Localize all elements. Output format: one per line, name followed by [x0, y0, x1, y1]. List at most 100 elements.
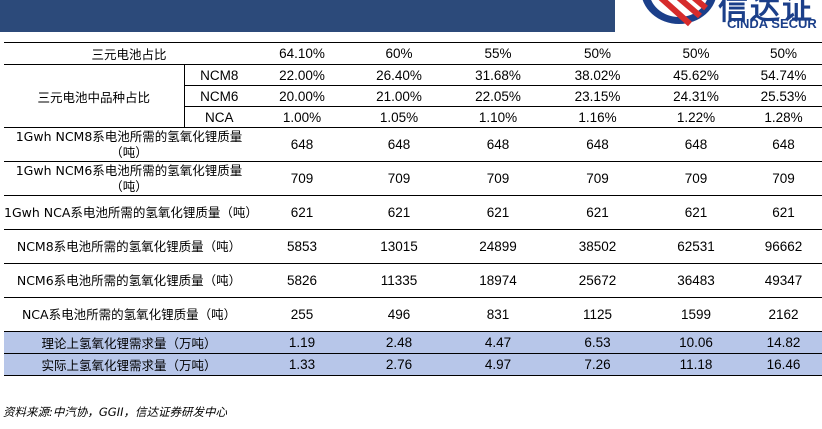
table-cell: 6.53 — [548, 331, 648, 354]
table-cell: 14.82 — [745, 331, 822, 354]
table-row: NCM8系电池所需的氢氧化锂质量（吨） 5853 13015 24899 38502 62… — [4, 229, 822, 264]
table-cell: 26.40% — [350, 64, 449, 86]
row-label: 1Gwh NCM8系电池所需的氢氧化锂质量（吨） — [4, 127, 255, 162]
table-cell: 7.26 — [548, 353, 648, 376]
table-cell: 621 — [745, 195, 822, 230]
table-cell: 496 — [350, 297, 449, 332]
table-cell: 1.00% — [254, 106, 351, 128]
table-cell: 648 — [548, 127, 648, 162]
table-cell: 25672 — [548, 263, 648, 298]
table-cell: 2.48 — [350, 331, 449, 354]
table-cell: 1.33 — [254, 353, 351, 376]
table-cell: 55% — [448, 42, 549, 65]
table-row: 1Gwh NCM6系电池所需的氢氧化锂质量（吨） 709 709 709 709 709 7… — [4, 161, 822, 196]
row-label: 1Gwh NCA系电池所需的氢氧化锂质量（吨） — [4, 195, 255, 230]
table-cell: 5853 — [254, 229, 351, 264]
table-cell: 1.16% — [548, 106, 648, 128]
table-cell: 831 — [448, 297, 549, 332]
row-label: 实际上氢氧化锂需求量（万吨） — [4, 353, 255, 376]
table-cell: 621 — [647, 195, 746, 230]
table-cell: 1.10% — [448, 106, 549, 128]
table-cell: 60% — [350, 42, 449, 65]
table-cell: 648 — [254, 127, 351, 162]
table-cell: 1.22% — [647, 106, 746, 128]
row-sublabel: NCA — [183, 106, 255, 128]
table-cell: 62531 — [647, 229, 746, 264]
row-group-label: 三元电池中品种占比 — [4, 64, 184, 128]
table-row: 1Gwh NCA系电池所需的氢氧化锂质量（吨） 621 621 621 621 621 62… — [4, 195, 822, 230]
table-cell: 648 — [350, 127, 449, 162]
logo-wordmark: 信达证 — [718, 0, 814, 27]
table-cell: 648 — [745, 127, 822, 162]
table-cell: 11335 — [350, 263, 449, 298]
row-sublabel: NCM8 — [183, 64, 255, 86]
table-cell: 648 — [647, 127, 746, 162]
table-cell: 16.46 — [745, 353, 822, 376]
table-cell: 24.31% — [647, 85, 746, 107]
table-cell: 621 — [350, 195, 449, 230]
table-cell: 13015 — [350, 229, 449, 264]
table-cell: 709 — [745, 161, 822, 196]
table-cell: 709 — [647, 161, 746, 196]
table-cell: 49347 — [745, 263, 822, 298]
logo-subtitle: CINDA SECUR — [727, 16, 817, 31]
table-cell: 709 — [350, 161, 449, 196]
table-row: 三元电池占比 64.10% 60% 55% 50% 50% 50% — [4, 42, 822, 65]
table-cell: 2.76 — [350, 353, 449, 376]
table-cell: 21.00% — [350, 85, 449, 107]
table-row: 1Gwh NCM8系电池所需的氢氧化锂质量（吨） 648 648 648 648 648 6… — [4, 127, 822, 162]
table-cell: 22.05% — [448, 85, 549, 107]
row-label: 理论上氢氧化锂需求量（万吨） — [4, 331, 255, 354]
table-cell: 709 — [254, 161, 351, 196]
table-cell: 64.10% — [254, 42, 351, 65]
table-cell: 11.18 — [647, 353, 746, 376]
table-row-highlight: 理论上氢氧化锂需求量（万吨） 1.19 2.48 4.47 6.53 10.06 14.82 — [4, 331, 822, 354]
table-cell: 621 — [548, 195, 648, 230]
table-cell: 96662 — [745, 229, 822, 264]
table-cell: 10.06 — [647, 331, 746, 354]
table-cell: 621 — [448, 195, 549, 230]
table-cell: 20.00% — [254, 85, 351, 107]
table-cell: 54.74% — [745, 64, 822, 86]
table-cell: 709 — [448, 161, 549, 196]
table-row: NCA系电池所需的氢氧化锂质量（吨） 255 496 831 1125 1599 2162 — [4, 297, 822, 332]
table-cell: 709 — [548, 161, 648, 196]
table-cell: 25.53% — [745, 85, 822, 107]
table-cell: 648 — [448, 127, 549, 162]
table-cell: 38.02% — [548, 64, 648, 86]
table-cell: 22.00% — [254, 64, 351, 86]
lithium-hydroxide-demand-table: 三元电池占比 64.10% 60% 55% 50% 50% 50% 三元电池中品种占比 NCM8… — [4, 42, 822, 376]
table-cell: 50% — [548, 42, 648, 65]
table-cell: 1.05% — [350, 106, 449, 128]
table-cell: 2162 — [745, 297, 822, 332]
table-cell: 45.62% — [647, 64, 746, 86]
table-cell: 50% — [647, 42, 746, 65]
table-cell: 18974 — [448, 263, 549, 298]
row-sublabel: NCM6 — [183, 85, 255, 107]
table-cell: 1.19 — [254, 331, 351, 354]
table-row: NCM6系电池所需的氢氧化锂质量（吨） 5826 11335 18974 25672 36… — [4, 263, 822, 298]
table-cell: 36483 — [647, 263, 746, 298]
source-note: 资料来源:中汽协，GGII，信达证券研发中心 — [3, 405, 227, 419]
table-cell: 5826 — [254, 263, 351, 298]
table-cell: 1.28% — [745, 106, 822, 128]
table-cell: 4.97 — [448, 353, 549, 376]
table-cell: 621 — [254, 195, 351, 230]
table-cell: 23.15% — [548, 85, 648, 107]
table-cell: 255 — [254, 297, 351, 332]
table-cell: 4.47 — [448, 331, 549, 354]
table-cell: 31.68% — [448, 64, 549, 86]
table-cell: 24899 — [448, 229, 549, 264]
cinda-logo-icon — [642, 0, 716, 27]
table-row-highlight: 实际上氢氧化锂需求量（万吨） 1.33 2.76 4.97 7.26 11.18 16.46 — [4, 353, 822, 376]
table-cell: 1125 — [548, 297, 648, 332]
row-label: 三元电池占比 — [4, 42, 255, 65]
header-bar — [0, 0, 615, 32]
row-label: NCM6系电池所需的氢氧化锂质量（吨） — [4, 263, 255, 298]
row-label: 1Gwh NCM6系电池所需的氢氧化锂质量（吨） — [4, 161, 255, 196]
table-cell: 1599 — [647, 297, 746, 332]
table-cell: 50% — [745, 42, 822, 65]
table-cell: 38502 — [548, 229, 648, 264]
row-label: NCA系电池所需的氢氧化锂质量（吨） — [4, 297, 255, 332]
table-row: NCA 1.00% 1.05% 1.10% 1.16% 1.22% 1.28% — [4, 106, 822, 128]
